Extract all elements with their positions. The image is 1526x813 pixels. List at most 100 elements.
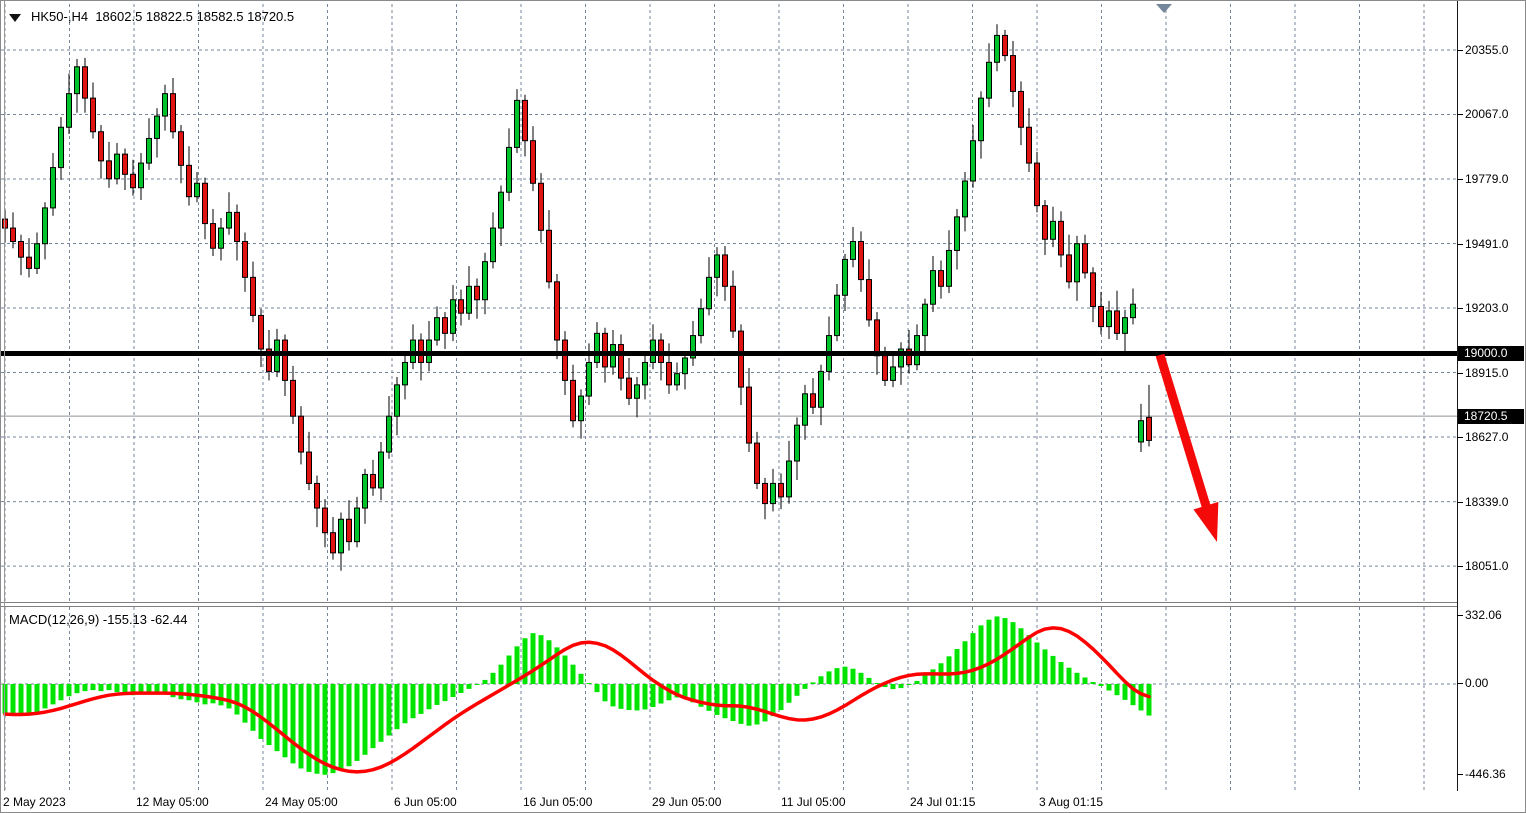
price-chart-panel[interactable]: [1, 1, 1458, 603]
macd-histogram-bar: [970, 633, 976, 684]
candle-body: [906, 348, 912, 366]
candle-body: [786, 460, 792, 498]
price-axis-tick: [1457, 49, 1463, 51]
candle-body: [98, 131, 104, 162]
candle-body: [314, 482, 320, 509]
macd-histogram-bar: [562, 655, 568, 684]
candle-body: [250, 276, 256, 316]
time-axis-label: 24 Jul 01:15: [910, 795, 976, 809]
macd-histogram-bar: [530, 633, 536, 684]
candle-body: [178, 131, 184, 166]
macd-histogram-bar: [1042, 649, 1048, 684]
macd-histogram-bar: [914, 680, 920, 684]
macd-histogram-bar: [682, 684, 688, 699]
candle-body: [362, 473, 368, 509]
candle-body: [1050, 220, 1056, 240]
price-axis-label: 20355.0: [1465, 42, 1509, 57]
price-axis-label: 18915.0: [1465, 365, 1509, 380]
symbol-dropdown-icon[interactable]: [9, 13, 21, 22]
macd-histogram-bar: [578, 673, 584, 684]
macd-histogram-bar: [1002, 618, 1008, 684]
candle-body: [450, 299, 456, 334]
macd-histogram-bar: [218, 684, 224, 706]
candle-body: [90, 97, 96, 133]
candle-body: [746, 386, 752, 444]
macd-histogram-bar: [906, 684, 912, 686]
macd-histogram-bar: [986, 619, 992, 684]
macd-histogram-bar: [170, 684, 176, 698]
trend-arrow-head[interactable]: [1193, 501, 1219, 542]
macd-canvas[interactable]: [1, 607, 1458, 790]
candle-body: [1018, 90, 1024, 128]
hline-price-badge: 19000.0: [1458, 346, 1524, 361]
price-axis-label: 19491.0: [1465, 236, 1509, 251]
candle-body: [1098, 305, 1104, 328]
macd-histogram-bar: [514, 646, 520, 684]
candle-body: [594, 332, 600, 363]
candle-body: [586, 361, 592, 397]
macd-histogram-bar: [1050, 655, 1056, 684]
candle-body: [346, 518, 352, 543]
macd-histogram-bar: [498, 664, 504, 684]
candle-body: [202, 182, 208, 225]
candle-body: [378, 451, 384, 489]
macd-axis-tick: [1457, 683, 1463, 684]
macd-histogram-bar: [674, 684, 680, 698]
macd-histogram-bar: [162, 684, 168, 695]
macd-histogram-bar: [490, 672, 496, 684]
candle-body: [514, 99, 520, 148]
macd-histogram-bar: [130, 684, 136, 696]
macd-histogram-bar: [90, 684, 96, 691]
macd-axis[interactable]: 332.06 0.00 -446.36: [1457, 606, 1525, 791]
candle-body: [1106, 310, 1112, 328]
price-chart-canvas[interactable]: [1, 1, 1458, 602]
macd-histogram-bar: [1066, 667, 1072, 684]
macd-histogram-bar: [962, 641, 968, 684]
macd-histogram-bar: [58, 684, 64, 701]
time-axis-label: 3 Aug 01:15: [1039, 795, 1104, 809]
price-axis-label: 19779.0: [1465, 172, 1509, 186]
macd-histogram-bar: [66, 684, 72, 697]
candle-body: [778, 482, 784, 498]
macd-histogram-bar: [1138, 684, 1144, 711]
candle-body: [698, 308, 704, 337]
macd-histogram-bar: [202, 684, 208, 705]
candle-body: [546, 229, 552, 283]
macd-histogram-bar: [778, 684, 784, 711]
candle-body: [74, 66, 80, 95]
candle-body: [498, 191, 504, 229]
candle-body: [562, 339, 568, 381]
macd-histogram-bar: [786, 684, 792, 703]
macd-histogram-bar: [978, 625, 984, 684]
candle-body: [210, 223, 216, 249]
price-axis-tick: [1457, 308, 1463, 310]
candle-body: [490, 227, 496, 263]
candle-body: [226, 211, 232, 229]
candle-body: [1042, 205, 1048, 240]
macd-histogram-bar: [882, 684, 888, 688]
price-axis[interactable]: 20355.0 20067.0 19779.0 19491.0 19203.0 18915…: [1457, 1, 1525, 602]
time-axis[interactable]: 2 May 2023 12 May 05:00 24 May 05:00 6 Jun …: [1, 792, 1525, 812]
trend-arrow-shaft[interactable]: [1155, 353, 1212, 513]
macd-histogram-bar: [146, 684, 152, 694]
macd-histogram-bar: [234, 684, 240, 715]
candle-body: [882, 355, 888, 381]
macd-histogram-bar: [818, 676, 824, 684]
macd-indicator-panel[interactable]: [1, 606, 1458, 793]
candle-body: [170, 93, 176, 133]
macd-histogram-bar: [378, 684, 384, 742]
candle-body: [890, 366, 896, 381]
candle-body: [162, 93, 168, 117]
candle-body: [802, 393, 808, 426]
current-price-badge: 18720.5: [1458, 409, 1524, 424]
candle-body: [458, 299, 464, 314]
candle-body: [370, 473, 376, 489]
candle-body: [1090, 272, 1096, 307]
macd-histogram-bar: [154, 684, 160, 693]
candle-body: [874, 319, 880, 357]
candle-body: [626, 377, 632, 399]
time-axis-label: 2 May 2023: [3, 795, 66, 809]
macd-histogram-bar: [554, 647, 560, 684]
candle-body: [554, 281, 560, 341]
macd-histogram-bar: [946, 656, 952, 684]
